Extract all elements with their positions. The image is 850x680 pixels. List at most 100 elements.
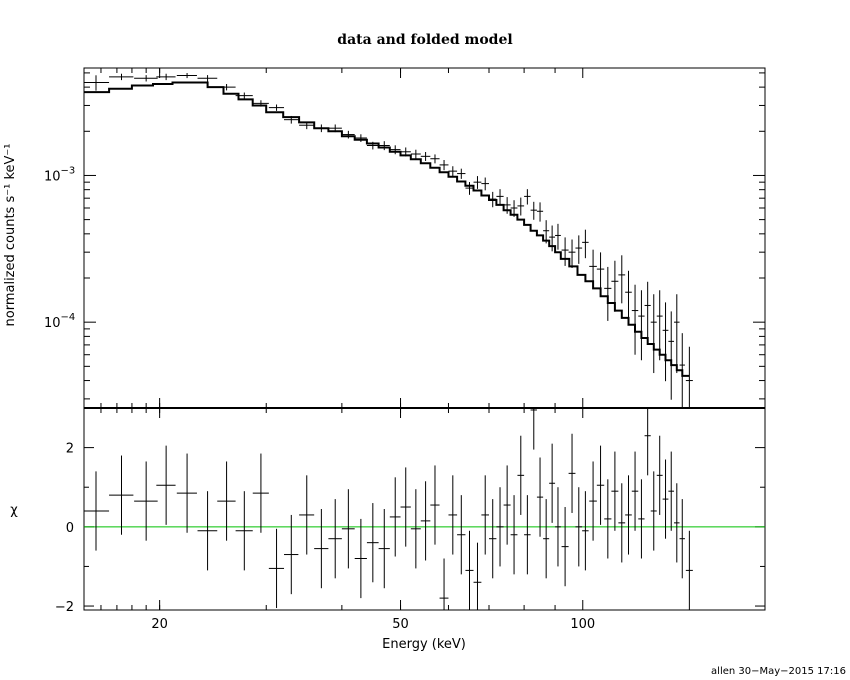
residual-point bbox=[341, 489, 355, 569]
model-step-line bbox=[84, 81, 690, 377]
data-point bbox=[662, 302, 669, 382]
data-point bbox=[625, 270, 632, 325]
residual-point bbox=[400, 467, 411, 547]
residual-point bbox=[284, 514, 299, 595]
residual-point bbox=[217, 461, 236, 541]
data-point bbox=[299, 121, 315, 130]
x-tick-label: 50 bbox=[392, 617, 409, 632]
residual-point bbox=[389, 477, 401, 557]
residual-point bbox=[328, 499, 342, 579]
data-point bbox=[378, 141, 390, 151]
data-point bbox=[109, 73, 134, 81]
data-point bbox=[354, 134, 367, 142]
data-point bbox=[341, 130, 355, 139]
residual-point bbox=[420, 481, 431, 561]
residual-point bbox=[510, 495, 518, 575]
residual-point bbox=[589, 461, 597, 541]
residual-point bbox=[299, 475, 315, 555]
data-point bbox=[176, 73, 197, 79]
residual-point bbox=[685, 530, 693, 610]
data-point bbox=[389, 145, 401, 155]
data-point bbox=[235, 92, 253, 99]
data-point bbox=[217, 84, 236, 91]
data-point bbox=[481, 177, 489, 191]
residual-point bbox=[252, 453, 269, 533]
residual-point bbox=[596, 445, 605, 525]
residual-point bbox=[618, 483, 626, 563]
data-point bbox=[465, 182, 474, 195]
residual-point bbox=[134, 461, 158, 541]
residual-point bbox=[625, 475, 632, 555]
data-point bbox=[134, 75, 158, 82]
data-point bbox=[488, 191, 497, 208]
residual-point bbox=[268, 528, 285, 609]
data-point bbox=[510, 200, 518, 217]
residual-point bbox=[488, 499, 497, 579]
data-point bbox=[555, 223, 561, 250]
residual-point bbox=[457, 495, 466, 575]
residual-point bbox=[496, 487, 504, 567]
residual-point bbox=[410, 489, 421, 569]
data-point bbox=[496, 189, 504, 205]
data-point bbox=[473, 176, 482, 189]
data-point bbox=[589, 249, 597, 290]
residual-point bbox=[503, 465, 511, 545]
data-point bbox=[644, 281, 651, 344]
residual-point bbox=[611, 451, 619, 531]
data-point bbox=[439, 160, 449, 171]
y-tick-label: −2 bbox=[55, 600, 74, 615]
residual-point bbox=[439, 558, 449, 610]
data-point bbox=[366, 141, 379, 150]
data-point bbox=[604, 266, 612, 321]
residual-point bbox=[156, 445, 176, 525]
data-point bbox=[503, 197, 511, 214]
residual-point bbox=[176, 453, 197, 533]
residual-point bbox=[555, 487, 561, 567]
data-point bbox=[517, 197, 525, 216]
residual-point bbox=[517, 435, 525, 515]
residual-point bbox=[378, 509, 390, 589]
data-point bbox=[284, 115, 299, 124]
data-point bbox=[668, 311, 675, 400]
data-point bbox=[252, 100, 269, 107]
residual-point bbox=[662, 459, 669, 539]
residual-point bbox=[536, 457, 544, 537]
data-point bbox=[549, 225, 556, 252]
data-point bbox=[524, 189, 531, 205]
data-point bbox=[638, 290, 645, 361]
residual-point bbox=[84, 471, 110, 551]
data-point bbox=[674, 294, 680, 374]
residual-frame bbox=[83, 407, 766, 611]
chart-title: data and folded model bbox=[337, 32, 512, 48]
footer-stamp: allen 30−May−2015 17:16 bbox=[711, 666, 846, 677]
spectrum-frame bbox=[83, 67, 766, 409]
data-point bbox=[568, 239, 576, 268]
data-point bbox=[197, 75, 218, 82]
data-point bbox=[314, 124, 329, 133]
y-tick-label: 0 bbox=[66, 521, 74, 536]
residual-point bbox=[430, 465, 440, 545]
x-axis-label: Energy (keV) bbox=[382, 637, 466, 652]
residual-point bbox=[314, 509, 329, 589]
residual-point bbox=[543, 499, 550, 579]
y-tick-label: 10−3 bbox=[44, 165, 75, 184]
residual-point bbox=[524, 495, 531, 575]
residual-point bbox=[366, 503, 379, 583]
data-point bbox=[650, 294, 657, 374]
data-point bbox=[561, 237, 569, 266]
data-point bbox=[656, 290, 663, 361]
data-point bbox=[430, 154, 440, 164]
spectrum-panel: 10−3 10−4 bbox=[44, 67, 766, 409]
residual-plot-area bbox=[84, 408, 765, 610]
data-point bbox=[631, 284, 639, 355]
residual-point bbox=[109, 455, 134, 535]
residual-point bbox=[235, 491, 253, 571]
residual-point bbox=[530, 408, 537, 450]
data-point bbox=[543, 220, 550, 244]
residual-point bbox=[679, 499, 685, 579]
data-point bbox=[268, 104, 285, 111]
residual-point bbox=[561, 507, 569, 587]
residual-point bbox=[656, 435, 663, 515]
residual-point bbox=[354, 518, 367, 599]
y-tick-label: 10−4 bbox=[44, 312, 75, 331]
